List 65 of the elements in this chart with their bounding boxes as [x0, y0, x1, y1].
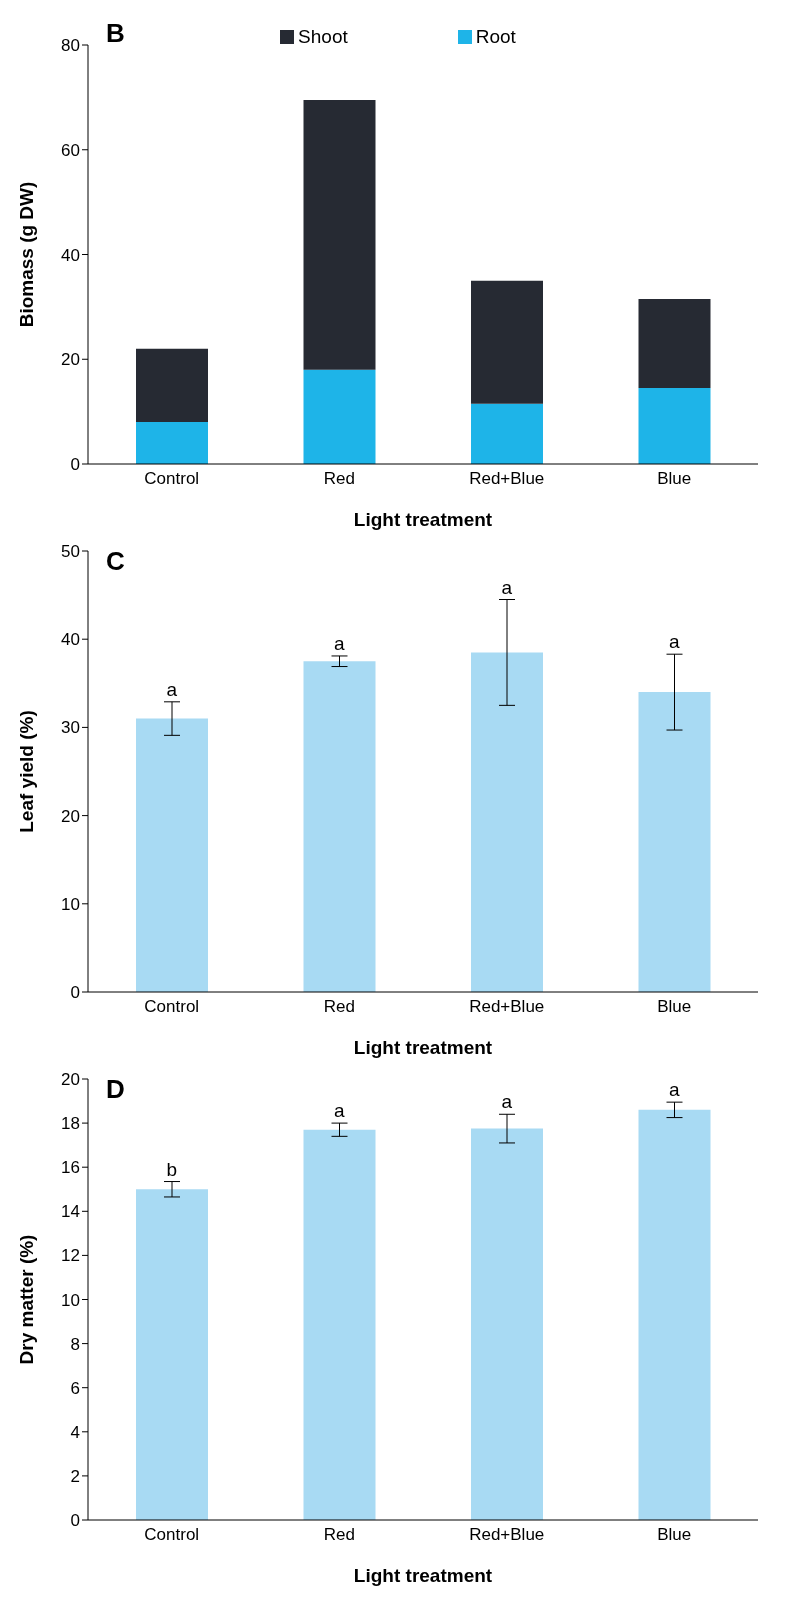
y-tick-label: 50: [61, 542, 80, 562]
chart-title: B: [106, 18, 125, 49]
y-tick-label: 80: [61, 36, 80, 56]
x-tick-label: Blue: [657, 1525, 692, 1545]
y-tick-label: 10: [61, 1290, 80, 1310]
bar: [136, 718, 208, 992]
y-tick-label: 0: [70, 983, 80, 1003]
bar: [136, 348, 208, 423]
bar: [136, 422, 208, 464]
y-tick-label: 0: [70, 455, 80, 475]
y-tick-label: 40: [61, 245, 80, 265]
y-axis-title: Leaf yield (%): [15, 710, 37, 833]
chart-title: D: [106, 1074, 125, 1105]
x-tick-label: Red+Blue: [469, 997, 545, 1017]
annotation: b: [166, 1158, 178, 1180]
bar: [638, 299, 711, 389]
bar: [471, 652, 543, 992]
y-tick-label: 18: [61, 1114, 80, 1134]
x-tick-label: Control: [144, 469, 200, 489]
annotation: a: [501, 1091, 513, 1113]
x-tick-label: Blue: [657, 997, 692, 1017]
y-tick-label: 20: [61, 350, 80, 370]
y-tick-label: 60: [61, 140, 80, 160]
annotation: a: [668, 1079, 680, 1101]
bar: [471, 280, 543, 404]
annotation: a: [333, 1100, 345, 1122]
legend-label: Root: [474, 26, 516, 48]
annotation: a: [501, 576, 513, 598]
x-tick-label: Blue: [657, 469, 692, 489]
y-tick-label: 40: [61, 630, 80, 650]
y-tick-label: 0: [70, 1511, 80, 1531]
y-axis-title: Dry matter (%): [15, 1234, 37, 1365]
x-axis-title: Light treatment: [353, 1565, 493, 1586]
x-tick-label: Control: [144, 997, 200, 1017]
y-tick-label: 6: [70, 1378, 80, 1398]
annotation: a: [668, 631, 680, 653]
y-tick-label: 20: [61, 1070, 80, 1090]
x-tick-label: Red: [323, 1525, 355, 1545]
y-tick-label: 16: [61, 1158, 80, 1178]
y-tick-label: 30: [61, 718, 80, 738]
y-axis-title: Biomass (g DW): [15, 181, 37, 328]
bar: [638, 388, 711, 464]
bar: [638, 692, 711, 992]
x-axis-title: Light treatment: [353, 1037, 493, 1058]
x-tick-label: Red+Blue: [469, 1525, 545, 1545]
x-axis-title: Light treatment: [353, 509, 493, 530]
y-tick-label: 12: [61, 1246, 80, 1266]
x-tick-label: Red+Blue: [469, 469, 545, 489]
x-tick-label: Red: [323, 997, 355, 1017]
annotation: a: [166, 678, 178, 700]
y-tick-label: 14: [61, 1202, 80, 1222]
legend-label: Shoot: [297, 26, 348, 48]
x-tick-label: Control: [144, 1525, 200, 1545]
bar: [303, 369, 376, 464]
y-tick-label: 4: [70, 1422, 80, 1442]
bar: [471, 403, 543, 464]
x-tick-label: Red: [323, 469, 355, 489]
annotation: a: [333, 632, 345, 654]
y-tick-label: 8: [70, 1334, 80, 1354]
bar: [303, 99, 376, 370]
y-tick-label: 20: [61, 806, 80, 826]
bar: [303, 661, 376, 992]
chart-title: C: [106, 546, 125, 577]
y-tick-label: 2: [70, 1466, 80, 1486]
y-tick-label: 10: [61, 894, 80, 914]
